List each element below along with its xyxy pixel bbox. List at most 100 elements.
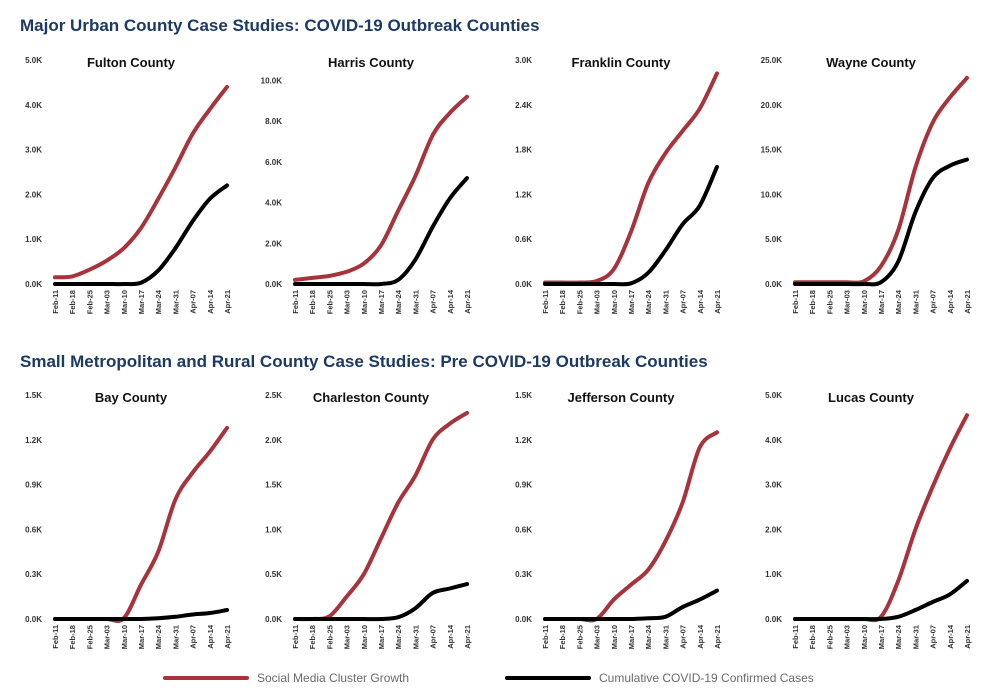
x-tick-label: Mar-10 [120,290,129,314]
x-tick-label: Mar-03 [843,625,852,649]
y-tick-label: 0.0K [265,280,282,289]
panel-title: Wayne County [826,55,917,70]
x-tick-label: Feb-11 [291,290,300,314]
x-tick-label: Apr-21 [463,625,472,649]
x-tick-label: Mar-17 [627,290,636,314]
x-tick-label: Mar-10 [120,625,129,649]
chart-panel: Wayne County 0.0K 5.0K 10.0K 15.0K 20.0K 25.0K… [761,55,972,314]
x-tick-label: Apr-21 [713,290,722,314]
panel-title: Lucas County [828,390,915,405]
y-tick-label: 4.0K [765,436,782,445]
x-tick-label: Mar-31 [661,290,670,314]
y-tick-label: 5.0K [765,391,782,400]
x-tick-label: Mar-24 [894,624,903,649]
x-tick-label: Mar-24 [394,624,403,649]
x-tick-label: Apr-14 [946,289,955,314]
x-tick-label: Mar-17 [377,290,386,314]
chart-panel: Harris County 0.0K 2.0K 4.0K 6.0K 8.0K 10.0K Fe… [261,55,472,314]
x-tick-label: Mar-03 [593,290,602,314]
x-tick-label: Mar-24 [894,289,903,314]
chart-panel: Franklin County 0.0K 0.6K 1.2K 1.8K 2.4K 3.0K F… [515,55,722,314]
series-line-social [53,84,229,280]
x-tick-label: Mar-31 [411,625,420,649]
y-tick-label: 2.0K [265,436,282,445]
y-tick-label: 0.0K [515,615,532,624]
series-line-social [53,425,229,623]
x-tick-label: Feb-18 [308,290,317,314]
y-tick-label: 4.0K [265,199,282,208]
x-tick-label: Feb-11 [51,290,60,314]
y-tick-label: 1.2K [515,436,532,445]
x-tick-label: Mar-10 [360,290,369,314]
panel-title: Jefferson County [568,390,676,405]
y-tick-label: 1.2K [25,436,42,445]
x-tick-label: Mar-31 [171,625,180,649]
y-tick-label: 3.0K [515,56,532,65]
x-tick-label: Apr-14 [446,624,455,649]
x-tick-label: Mar-17 [137,290,146,314]
x-tick-label: Mar-03 [343,290,352,314]
y-tick-label: 0.6K [515,525,532,534]
y-tick-label: 1.5K [265,481,282,490]
x-tick-label: Mar-17 [137,625,146,649]
y-tick-label: 0.0K [515,280,532,289]
y-tick-label: 5.0K [25,56,42,65]
x-tick-label: Feb-25 [85,290,94,314]
section-title-pre-outbreak: Small Metropolitan and Rural County Case… [20,352,708,371]
series-line-social [543,430,719,623]
panel-title: Fulton County [87,55,176,70]
panel-title: Harris County [328,55,415,70]
x-tick-label: Feb-25 [575,290,584,314]
x-tick-label: Apr-21 [223,290,232,314]
y-tick-label: 0.0K [765,615,782,624]
legend-label-social: Social Media Cluster Growth [257,671,410,685]
x-tick-label: Mar-17 [877,625,886,649]
x-tick-label: Apr-07 [429,625,438,649]
y-tick-label: 25.0K [761,56,783,65]
x-tick-label: Apr-14 [696,289,705,314]
x-tick-label: Mar-17 [877,290,886,314]
series-line-social [543,71,719,285]
y-tick-label: 0.0K [25,280,42,289]
x-tick-label: Feb-18 [68,290,77,314]
y-tick-label: 2.5K [265,391,282,400]
chart-panel: Jefferson County 0.0K 0.3K 0.6K 0.9K 1.2K 1.5K… [515,390,722,649]
legend-item-cases: Cumulative COVID-19 Confirmed Cases [505,668,814,688]
x-tick-label: Apr-07 [189,290,198,314]
y-tick-label: 2.0K [25,190,42,199]
x-tick-label: Mar-17 [377,625,386,649]
x-tick-label: Mar-31 [661,625,670,649]
x-tick-label: Apr-07 [929,290,938,314]
legend-swatch-cases [505,676,591,680]
x-tick-label: Apr-07 [929,625,938,649]
y-tick-label: 1.0K [265,525,282,534]
x-tick-label: Mar-10 [360,625,369,649]
y-tick-label: 0.3K [515,570,532,579]
x-tick-label: Mar-10 [860,290,869,314]
series-line-social [793,75,969,285]
x-tick-label: Feb-11 [791,625,800,649]
x-tick-label: Mar-31 [911,625,920,649]
x-tick-label: Feb-11 [541,290,550,314]
y-tick-label: 10.0K [761,190,783,199]
x-tick-label: Mar-10 [610,625,619,649]
x-tick-label: Mar-03 [843,290,852,314]
x-tick-label: Feb-11 [791,290,800,314]
y-tick-label: 0.0K [765,280,782,289]
x-tick-label: Feb-18 [558,290,567,314]
x-tick-label: Mar-31 [911,290,920,314]
x-tick-label: Apr-14 [206,624,215,649]
x-tick-label: Mar-10 [610,290,619,314]
series-line-cases [53,183,229,287]
x-tick-label: Feb-25 [575,625,584,649]
legend-label-cases: Cumulative COVID-19 Confirmed Cases [599,671,814,685]
series-line-cases [793,157,969,287]
legend-swatch-social [163,676,249,680]
y-tick-label: 0.3K [25,570,42,579]
x-tick-label: Mar-03 [343,625,352,649]
chart-panel: Bay County 0.0K 0.3K 0.6K 0.9K 1.2K 1.5K Feb-11… [25,390,232,649]
x-tick-label: Apr-14 [446,289,455,314]
y-tick-label: 2.0K [765,525,782,534]
series-line-cases [293,582,469,622]
